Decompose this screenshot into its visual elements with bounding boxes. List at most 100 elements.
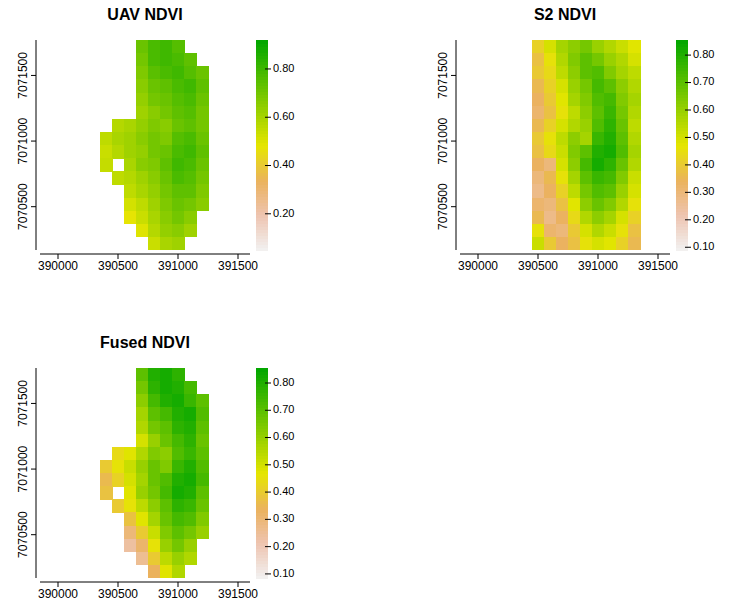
- raster-cell: [184, 79, 197, 93]
- raster-cell: [184, 460, 197, 474]
- raster-cell: [148, 119, 161, 133]
- raster-cell: [160, 499, 173, 513]
- raster-cell: [592, 237, 605, 250]
- raster-cell: [592, 158, 605, 172]
- raster-cell: [604, 158, 617, 172]
- raster: [532, 40, 641, 250]
- raster-cell: [172, 552, 185, 566]
- raster-cell: [184, 132, 197, 146]
- raster-cell: [592, 224, 605, 238]
- raster-cell: [172, 106, 185, 120]
- raster-cell: [628, 40, 641, 54]
- raster-cell: [196, 526, 209, 540]
- raster-cell: [544, 93, 557, 107]
- raster-cell: [172, 368, 185, 382]
- raster-cell: [148, 198, 161, 212]
- raster-cell: [172, 421, 185, 435]
- raster-cell: [532, 106, 545, 120]
- raster-cell: [136, 539, 149, 553]
- raster-cell: [160, 66, 173, 80]
- colorbar-tick: [265, 383, 271, 384]
- raster-cell: [592, 171, 605, 185]
- raster-cell: [196, 434, 209, 448]
- raster-cell: [160, 119, 173, 133]
- raster-cell: [100, 145, 113, 159]
- colorbar-tick: [685, 192, 691, 193]
- raster-cell: [556, 93, 569, 107]
- colorbar-swatch: [256, 40, 268, 44]
- raster-cell: [556, 171, 569, 185]
- raster-cell: [136, 211, 149, 225]
- raster-cell: [196, 421, 209, 435]
- raster-cell: [184, 539, 197, 553]
- raster-cell: [616, 79, 629, 93]
- raster-cell: [172, 407, 185, 421]
- raster-cell: [196, 499, 209, 513]
- raster-cell: [136, 421, 149, 435]
- raster-cell: [184, 421, 197, 435]
- colorbar-tick-label: 0.40: [273, 158, 294, 170]
- raster-cell: [160, 171, 173, 185]
- colorbar-tick-label: 0.70: [693, 75, 714, 87]
- raster-cell: [136, 473, 149, 487]
- x-tick-label: 390000: [38, 587, 78, 601]
- y-tick: [31, 206, 36, 207]
- raster-cell: [172, 145, 185, 159]
- raster-cell: [172, 224, 185, 238]
- raster-cell: [172, 539, 185, 553]
- y-tick: [31, 403, 36, 404]
- colorbar-tick-label: 0.20: [273, 540, 294, 552]
- colorbar-tick: [265, 546, 271, 547]
- raster-cell: [544, 132, 557, 146]
- raster-cell: [172, 79, 185, 93]
- raster-cell: [628, 237, 641, 250]
- raster-cell: [616, 211, 629, 225]
- colorbar-tick: [265, 437, 271, 438]
- colorbar-tick-label: 0.40: [273, 485, 294, 497]
- raster-cell: [556, 66, 569, 80]
- raster-cell: [628, 132, 641, 146]
- colorbar-swatch: [256, 368, 268, 372]
- raster-cell: [580, 66, 593, 80]
- raster-cell: [148, 171, 161, 185]
- raster-cell: [604, 224, 617, 238]
- raster-cell: [148, 473, 161, 487]
- raster-cell: [196, 394, 209, 408]
- raster-cell: [184, 381, 197, 395]
- panel-title: Fused NDVI: [100, 334, 190, 351]
- raster-cell: [124, 145, 137, 159]
- y-tick-label: 7071500: [16, 52, 30, 99]
- raster-cell: [160, 460, 173, 474]
- raster-cell: [148, 106, 161, 120]
- raster-cell: [580, 106, 593, 120]
- y-axis: [456, 40, 457, 250]
- raster-cell: [136, 434, 149, 448]
- raster-cell: [628, 171, 641, 185]
- raster-cell: [628, 66, 641, 80]
- raster-cell: [136, 407, 149, 421]
- raster-cell: [184, 394, 197, 408]
- raster-cell: [184, 486, 197, 500]
- colorbar-swatch: [676, 40, 688, 44]
- raster-cell: [136, 394, 149, 408]
- y-tick-label: 7070500: [436, 183, 450, 230]
- raster-cell: [616, 132, 629, 146]
- colorbar-tick-label: 0.50: [693, 130, 714, 142]
- raster-cell: [196, 512, 209, 526]
- raster-cell: [616, 106, 629, 120]
- raster-cell: [136, 381, 149, 395]
- raster-cell: [160, 394, 173, 408]
- raster-cell: [568, 66, 581, 80]
- raster-cell: [100, 473, 113, 487]
- raster-cell: [604, 171, 617, 185]
- raster-cell: [148, 381, 161, 395]
- raster-cell: [604, 237, 617, 250]
- raster-cell: [616, 158, 629, 172]
- raster-cell: [616, 66, 629, 80]
- raster-cell: [592, 145, 605, 159]
- raster-cell: [556, 119, 569, 133]
- raster-cell: [124, 158, 137, 172]
- raster-cell: [532, 184, 545, 198]
- raster-cell: [604, 119, 617, 133]
- colorbar-tick-label: 0.20: [273, 207, 294, 219]
